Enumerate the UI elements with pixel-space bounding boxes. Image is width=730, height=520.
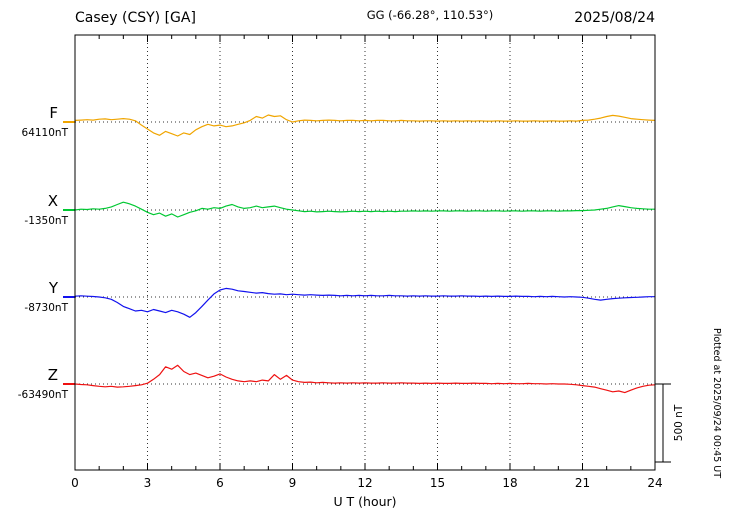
series-letter-Y: Y xyxy=(48,279,59,297)
series-baseline-value-X: -1350nT xyxy=(24,215,68,227)
x-tick-label-12: 12 xyxy=(357,476,372,490)
series-letter-F: F xyxy=(49,104,58,122)
plot-coordinates: GG (-66.28°, 110.53°) xyxy=(367,8,494,22)
x-tick-label-24: 24 xyxy=(647,476,662,490)
x-tick-label-0: 0 xyxy=(71,476,79,490)
x-tick-label-9: 9 xyxy=(289,476,297,490)
series-baseline-value-F: 64110nT xyxy=(22,127,69,139)
series-baseline-value-Y: -8730nT xyxy=(24,302,68,314)
trace-Z xyxy=(74,364,656,394)
x-tick-label-6: 6 xyxy=(216,476,224,490)
trace-F xyxy=(74,114,656,137)
x-tick-label-3: 3 xyxy=(144,476,152,490)
trace-Y xyxy=(74,287,655,318)
series-baseline-value-Z: -63490nT xyxy=(18,389,69,401)
x-tick-label-15: 15 xyxy=(430,476,445,490)
plotted-at-note: Plotted at 2025/09/24 00:45 UT xyxy=(711,328,722,478)
plot-title: Casey (CSY) [GA] xyxy=(75,10,196,26)
series-letter-Z: Z xyxy=(48,366,58,384)
series-letter-X: X xyxy=(48,192,58,210)
plot-frame xyxy=(74,34,656,471)
x-axis-label: U T (hour) xyxy=(333,494,396,509)
plot-generated: F 64110nT X -1350nT Y -8730nT Z -63490nT 0 3 6 9 12 1… xyxy=(18,34,671,490)
x-tick-label-18: 18 xyxy=(502,476,517,490)
x-tick-label-21: 21 xyxy=(575,476,590,490)
plot-date: 2025/08/24 xyxy=(574,10,655,26)
scale-bar-label: 500 nT xyxy=(673,404,685,441)
trace-X xyxy=(74,201,655,218)
